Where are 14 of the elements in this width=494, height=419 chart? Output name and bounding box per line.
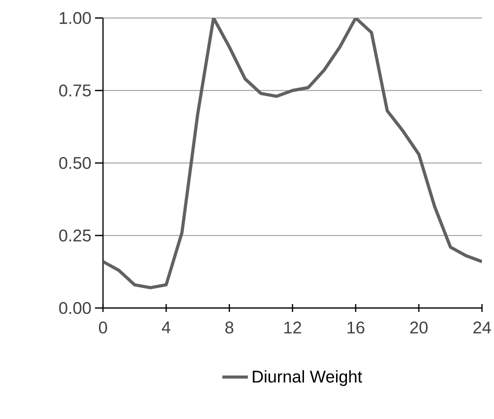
x-tick-label: 0 xyxy=(98,322,108,334)
y-tick-label: 0.00 xyxy=(59,302,91,314)
y-tick-label: 1.00 xyxy=(60,12,91,24)
x-tick-label: 20 xyxy=(410,322,428,334)
legend-label: Diurnal Weight xyxy=(252,370,362,386)
x-tick-label: 4 xyxy=(162,322,170,334)
y-tick-label: 0.50 xyxy=(59,157,91,169)
y-tick-label: 0.25 xyxy=(59,230,91,242)
y-tick-label: 0.75 xyxy=(59,84,91,96)
x-tick-label: 16 xyxy=(348,322,364,334)
x-tick-label: 24 xyxy=(473,322,491,334)
x-tick-label: 12 xyxy=(284,322,302,334)
x-tick-label: 8 xyxy=(225,322,234,334)
line-series xyxy=(103,18,482,290)
